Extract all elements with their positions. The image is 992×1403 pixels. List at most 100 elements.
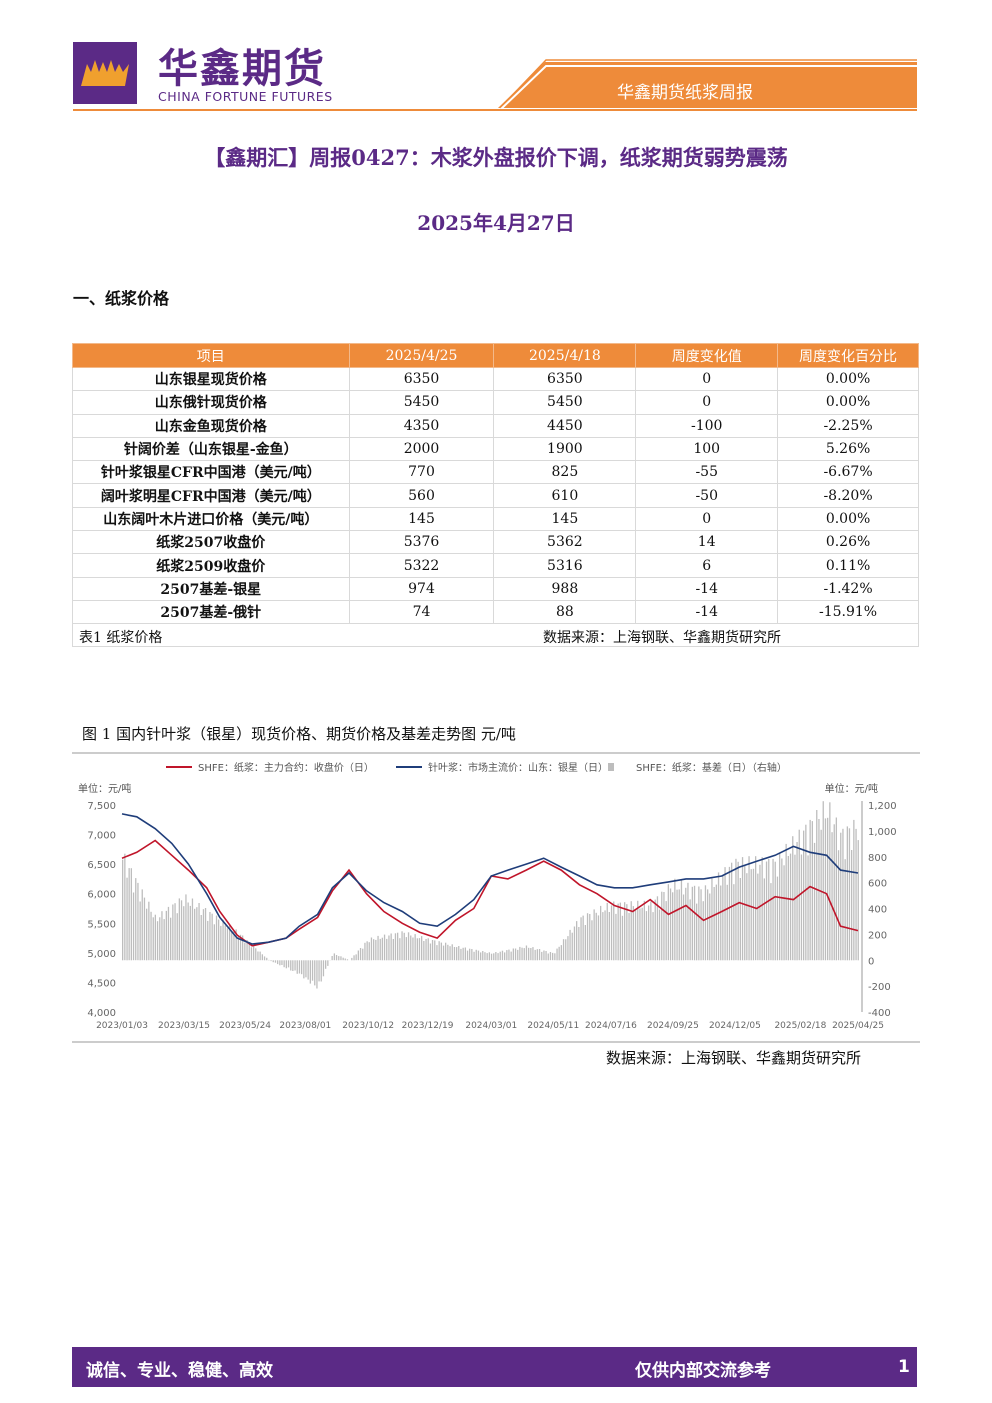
basis-bar [709, 893, 711, 961]
report-title: 【鑫期汇】周报0427：木浆外盘报价下调，纸浆期货弱势震荡 [204, 145, 788, 170]
figure-title: 图 1 国内针叶浆（银星）现货价格、期货价格及基差走势图 元/吨 [82, 725, 516, 743]
basis-bar [600, 905, 602, 961]
price-basis-chart: SHFE：纸浆：主力合约：收盘价（日） 针叶浆：市场主流价：山东：银星（日） SHF… [72, 752, 920, 1043]
basis-bar [379, 938, 381, 961]
basis-bar [556, 948, 558, 961]
basis-bar [656, 896, 659, 961]
table-source: 数据来源：上海钢联、华鑫期货研究所 [543, 630, 781, 646]
basis-bar [549, 952, 552, 961]
basis-bar [774, 861, 776, 961]
basis-bar [796, 842, 798, 961]
basis-bar [407, 932, 410, 961]
table-cell: 0.26% [777, 530, 919, 555]
basis-bar [340, 956, 342, 961]
row-label: 山东阔叶木片进口价格（美元/吨） [72, 506, 350, 532]
logo-emblem-icon [81, 60, 129, 86]
basis-bar [514, 948, 517, 961]
basis-bar [250, 947, 253, 961]
left-axis-unit: 单位：元/吨 [78, 782, 131, 795]
basis-bar [558, 946, 560, 961]
basis-bar [383, 934, 386, 961]
basis-bar [831, 832, 833, 961]
basis-bar [820, 829, 822, 961]
basis-bar [146, 908, 148, 961]
basis-bar [805, 824, 807, 961]
basis-bar [296, 960, 298, 974]
basis-bar [209, 912, 211, 961]
basis-bar [311, 960, 314, 981]
row-label: 山东金鱼现货价格 [72, 413, 350, 438]
basis-bar [731, 862, 733, 961]
basis-bar [180, 900, 183, 961]
basis-bar [466, 950, 469, 961]
basis-bar [682, 894, 685, 961]
basis-bar [639, 908, 641, 961]
table-caption-row: 表1 纸浆价格 数据来源：上海钢联、华鑫期货研究所 [72, 623, 919, 647]
basis-bar [191, 898, 194, 961]
basis-bar [715, 884, 717, 961]
basis-bar [183, 906, 185, 961]
basis-bar [652, 912, 654, 961]
basis-bar [172, 904, 174, 961]
basis-bar [669, 888, 672, 961]
basis-bar [781, 858, 783, 961]
basis-bar [567, 936, 569, 961]
basis-bar [582, 915, 584, 961]
table-caption: 表1 纸浆价格 [79, 630, 163, 646]
table-cell: 6 [635, 553, 779, 578]
basis-bar [717, 872, 720, 961]
basis-bar [135, 878, 137, 961]
basis-bar [484, 952, 486, 961]
table-cell: 4350 [348, 413, 495, 438]
basis-bar [606, 902, 608, 961]
basis-bar [401, 931, 403, 961]
basis-bar [198, 903, 200, 961]
table-row: 纸浆2509收盘价 5322 5316 6 0.11% [72, 553, 919, 578]
basis-bar [593, 909, 595, 961]
basis-bar [335, 955, 338, 961]
basis-bar [497, 953, 499, 961]
x-tick-label: 2024/03/01 [465, 1021, 517, 1031]
y-left-tick-label: 7,000 [87, 831, 116, 842]
basis-bar [333, 953, 335, 961]
basis-bar [386, 938, 388, 961]
basis-bar [578, 927, 580, 961]
basis-bar [307, 960, 309, 980]
basis-bar [750, 869, 752, 961]
basis-bar [364, 942, 366, 961]
basis-bar [375, 939, 377, 961]
legend-label: SHFE：纸浆：主力合约：收盘价（日） [198, 761, 374, 774]
basis-bar [824, 818, 827, 961]
basis-bar [680, 880, 683, 961]
basis-bar [200, 915, 202, 961]
footer-bar: 诚信、专业、稳健、高效 仅供内部交流参考 1 [72, 1347, 917, 1387]
basis-bar [552, 952, 554, 961]
basis-bar [687, 882, 689, 961]
basis-bar [595, 912, 597, 961]
price-table: 项目 2025/4/25 2025/4/18 周度变化值 周度变化百分比 山东银… [72, 343, 919, 625]
basis-bar [504, 952, 506, 961]
table-row: 纸浆2507收盘价 5376 5362 14 0.26% [72, 530, 919, 555]
basis-bar [447, 944, 449, 961]
basis-bar [141, 889, 143, 961]
basis-bar [528, 947, 530, 961]
basis-bar [752, 868, 755, 961]
basis-bar [239, 934, 242, 961]
basis-bar [456, 947, 458, 961]
table-cell: 100 [635, 436, 779, 462]
basis-bar [689, 899, 691, 961]
basis-bar [477, 950, 480, 961]
basis-bar [634, 910, 637, 961]
table-cell: -100 [635, 413, 779, 438]
basis-bar [610, 905, 613, 961]
basis-bar [490, 953, 493, 961]
table-cell: 145 [493, 506, 637, 532]
basis-bar [783, 865, 785, 961]
table-cell: 6350 [348, 366, 495, 392]
basis-bar [744, 865, 746, 961]
y-right-tick-label: 400 [868, 905, 887, 916]
x-tick-label: 2023/03/15 [158, 1021, 210, 1031]
basis-bar [292, 960, 294, 971]
basis-bar [165, 910, 167, 961]
x-tick-label: 2025/02/18 [774, 1021, 826, 1031]
